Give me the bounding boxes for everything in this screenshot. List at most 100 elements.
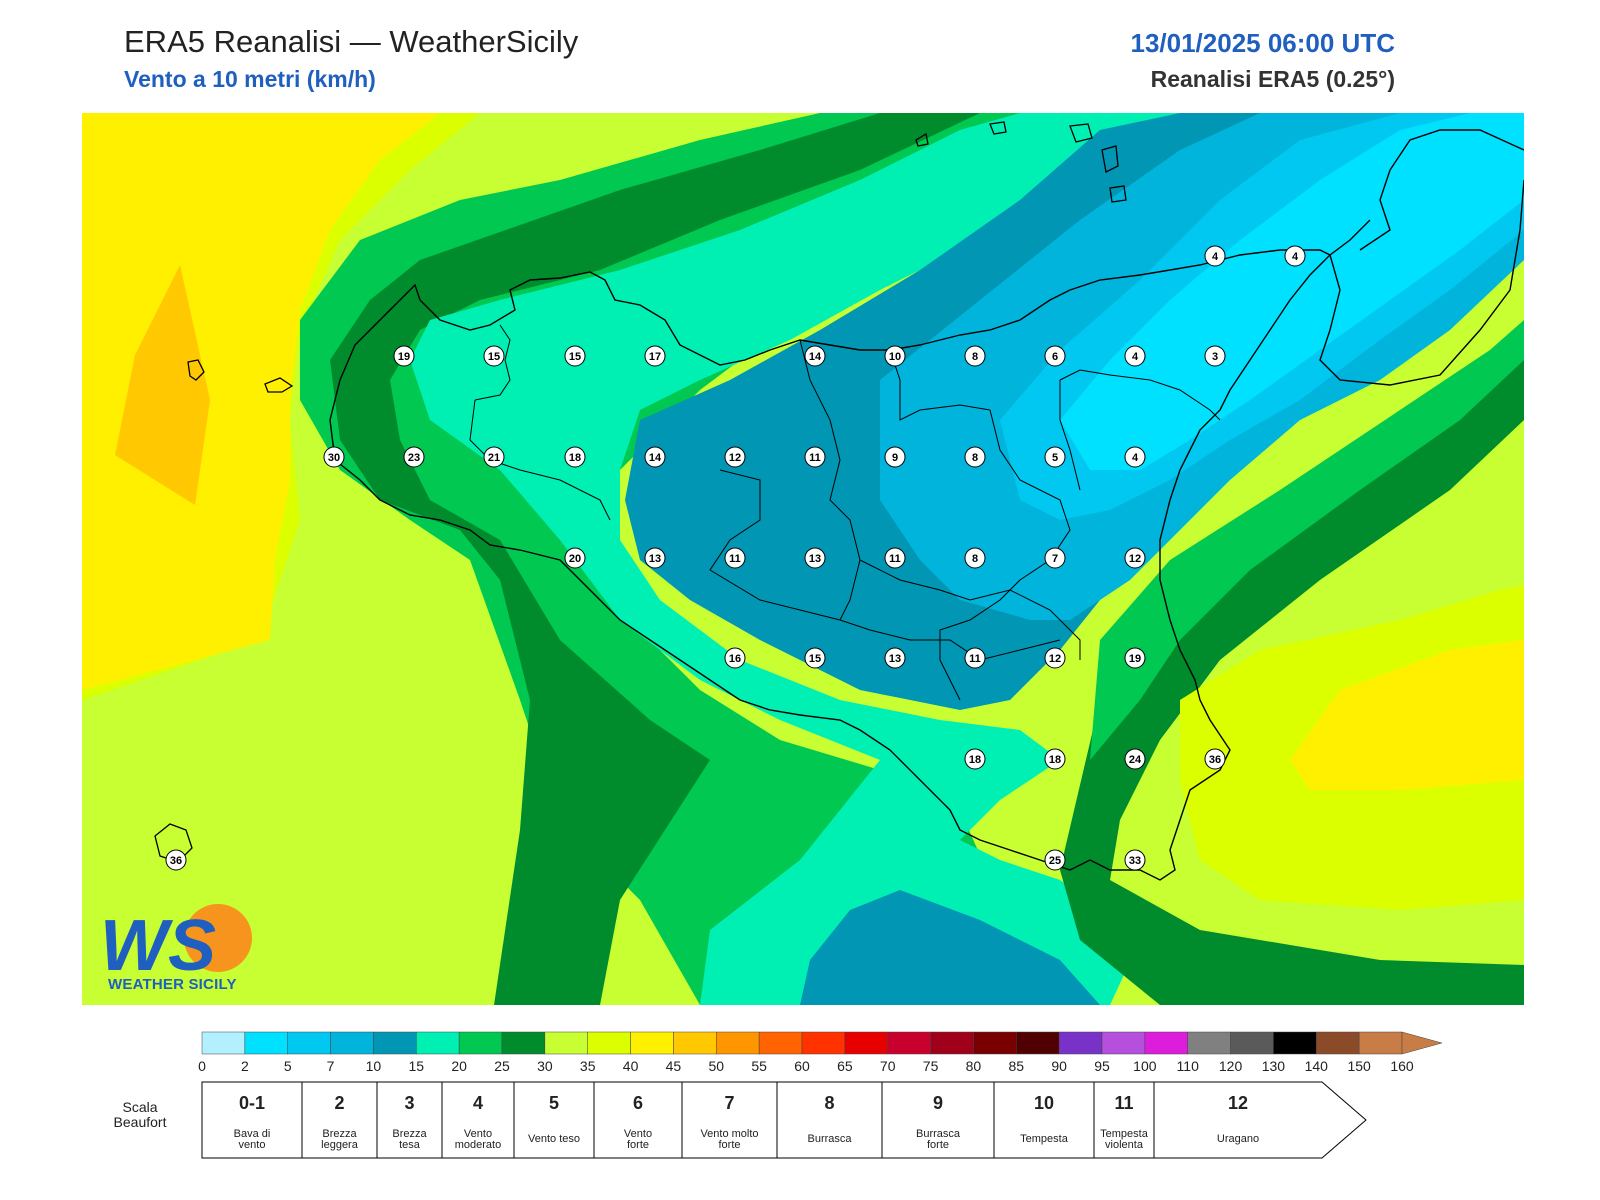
beaufort-cell: 12 Uragano	[1153, 1081, 1367, 1159]
beaufort-desc: forte	[627, 1139, 649, 1151]
beaufort-box	[881, 1081, 995, 1159]
beaufort-desc: violenta	[1105, 1139, 1144, 1151]
colorbar-segment	[887, 1031, 931, 1055]
colorbar-segment	[801, 1031, 846, 1055]
station-value: 11	[809, 452, 821, 464]
colorbar-segment	[458, 1031, 503, 1055]
station-value: 8	[972, 452, 978, 464]
station-marker: 20	[564, 547, 586, 569]
station-value: 13	[889, 653, 901, 665]
strait	[1329, 219, 1371, 256]
station-value: 20	[569, 553, 581, 565]
station-value: 11	[729, 553, 741, 565]
beaufort-number: 11	[1114, 1093, 1133, 1113]
beaufort-desc: forte	[718, 1139, 740, 1151]
sicily-coast	[329, 249, 1332, 881]
station-circle	[884, 345, 906, 367]
station-circle	[1124, 345, 1146, 367]
station-value: 12	[1049, 653, 1061, 665]
station-marker: 4	[1284, 245, 1306, 267]
station-value: 12	[1129, 553, 1141, 565]
colorbar-tick: 90	[1051, 1058, 1067, 1074]
colorbar-tick: 110	[1177, 1058, 1200, 1074]
station-circle	[165, 849, 187, 871]
station-circle	[564, 446, 586, 468]
wind-band-15	[410, 113, 1180, 1005]
wind-field	[82, 113, 1524, 1005]
colorbar-tick: 55	[751, 1058, 767, 1074]
wind-band-20-se	[1090, 320, 1524, 760]
colorbar-tick: 50	[708, 1058, 724, 1074]
colorbar-arrow	[1401, 1031, 1443, 1055]
station-circle	[724, 547, 746, 569]
colorbar-segment	[1144, 1031, 1188, 1055]
station-circle	[724, 446, 746, 468]
colorbar-tick: 60	[794, 1058, 810, 1074]
station-value: 17	[649, 351, 661, 363]
island-marettimo	[187, 359, 205, 381]
colorbar-tick: 65	[837, 1058, 853, 1074]
colorbar-segment	[673, 1031, 717, 1055]
station-circle	[1044, 647, 1066, 669]
beaufort-number: 9	[933, 1093, 943, 1113]
beaufort-desc: Vento	[624, 1128, 652, 1140]
border-tp-pa	[474, 324, 511, 401]
station-value: 23	[408, 452, 420, 464]
beaufort-number: 2	[334, 1093, 344, 1113]
station-circle	[1124, 647, 1146, 669]
beaufort-desc: Brezza	[392, 1128, 427, 1140]
wind-map: 19 15 15 17 14 10 8 6 4 3 4 4 30 23 21 18 14 12 11 9 8 5 4 20 13…	[82, 113, 1524, 1005]
colorbar-segment	[844, 1031, 888, 1055]
border-pa-ag	[469, 399, 611, 521]
beaufort-desc: Tempesta	[1020, 1133, 1069, 1145]
station-circle	[1204, 748, 1226, 770]
colorbar-tick: 80	[966, 1058, 982, 1074]
colorbar-tick: 25	[494, 1058, 510, 1074]
beaufort-desc: Tempesta	[1100, 1128, 1149, 1140]
station-value: 4	[1212, 251, 1219, 263]
wind-band-25	[330, 113, 980, 1005]
island-vulcano	[1109, 185, 1127, 203]
station-circle	[483, 446, 505, 468]
border-ag-cl	[709, 469, 841, 621]
station-circle	[964, 748, 986, 770]
station-value: 4	[1292, 251, 1299, 263]
colorbar-segment	[1016, 1031, 1060, 1055]
colorbar-tick: 15	[408, 1058, 424, 1074]
station-value: 24	[1129, 754, 1142, 766]
station-value: 19	[398, 351, 410, 363]
beaufort-number: 10	[1034, 1093, 1054, 1113]
station-value: 16	[729, 653, 741, 665]
colorbar-segment	[1101, 1031, 1146, 1055]
station-circle	[1044, 547, 1066, 569]
station-marker: 11	[884, 547, 906, 569]
beaufort-desc: Bava di	[234, 1128, 271, 1140]
colorbar-segment	[544, 1031, 588, 1055]
station-marker: 12	[1044, 647, 1066, 669]
colorbar-segment	[716, 1031, 760, 1055]
colorbar-tick: 10	[366, 1058, 382, 1074]
station-circle	[483, 345, 505, 367]
colorbar-tick: 0	[198, 1058, 206, 1074]
station-marker: 14	[804, 345, 826, 367]
beaufort-number: 8	[824, 1093, 834, 1113]
beaufort-desc: moderato	[455, 1139, 501, 1151]
colorbar-tick: 160	[1390, 1058, 1414, 1074]
station-circle	[1124, 547, 1146, 569]
island-lipari	[1101, 145, 1119, 173]
beaufort-box	[201, 1081, 303, 1159]
colorbar-segment	[201, 1031, 246, 1055]
station-circle	[884, 446, 906, 468]
station-value: 4	[1132, 452, 1139, 464]
station-marker: 7	[1044, 547, 1066, 569]
colorbar-tick: 85	[1008, 1058, 1024, 1074]
station-circle	[1124, 849, 1146, 871]
calabria-north	[1359, 129, 1524, 251]
colorbar-tick: 140	[1305, 1058, 1329, 1074]
colorbar-tick: 40	[623, 1058, 639, 1074]
station-marker: 11	[724, 547, 746, 569]
station-circle	[323, 446, 345, 468]
station-marker: 17	[644, 345, 666, 367]
